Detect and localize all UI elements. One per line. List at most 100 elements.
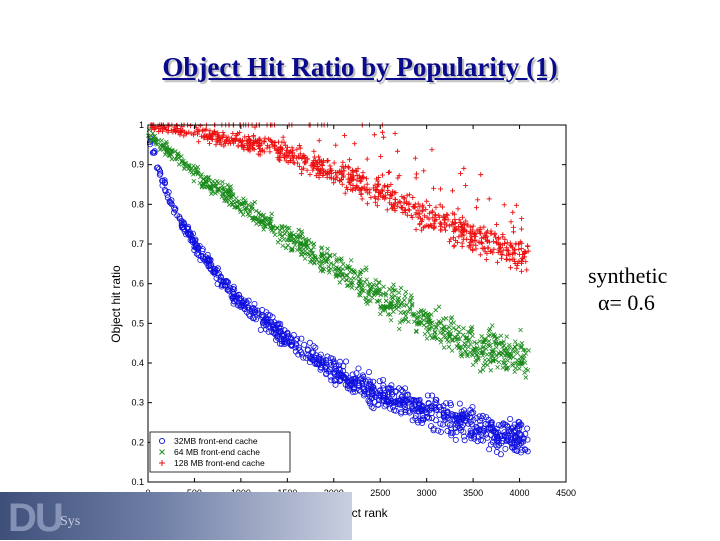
point-32mb bbox=[154, 164, 161, 171]
point-64mb bbox=[486, 328, 492, 334]
point-128mb bbox=[262, 135, 268, 141]
point-32mb bbox=[204, 256, 211, 263]
point-64mb bbox=[410, 311, 415, 317]
point-128mb bbox=[426, 216, 432, 222]
point-128mb bbox=[523, 259, 529, 265]
point-64mb bbox=[499, 352, 504, 358]
point-64mb bbox=[477, 369, 483, 374]
point-128mb bbox=[375, 189, 381, 195]
point-32mb bbox=[502, 445, 509, 452]
point-64mb bbox=[207, 186, 213, 191]
point-32mb bbox=[468, 409, 475, 416]
point-128mb bbox=[379, 187, 385, 193]
point-64mb bbox=[208, 184, 213, 190]
point-128mb bbox=[457, 220, 463, 226]
point-128mb bbox=[268, 138, 274, 144]
point-128mb bbox=[441, 213, 447, 219]
point-128mb bbox=[339, 181, 345, 187]
point-32mb bbox=[296, 347, 303, 354]
point-128mb bbox=[493, 239, 499, 245]
point-128mb bbox=[429, 147, 435, 153]
point-128mb bbox=[391, 202, 397, 208]
point-128mb bbox=[459, 214, 465, 220]
point-128mb bbox=[512, 261, 518, 267]
point-32mb bbox=[184, 223, 191, 230]
point-64mb bbox=[199, 184, 205, 190]
point-128mb bbox=[371, 132, 377, 138]
legend-entry: 32MB front-end cache bbox=[174, 436, 258, 446]
point-64mb bbox=[343, 273, 349, 278]
point-64mb bbox=[523, 375, 529, 380]
point-128mb bbox=[524, 267, 530, 273]
point-64mb bbox=[397, 303, 403, 308]
point-64mb bbox=[258, 222, 263, 227]
point-32mb bbox=[371, 398, 378, 405]
point-128mb bbox=[368, 195, 374, 201]
point-128mb bbox=[360, 174, 366, 180]
point-128mb bbox=[513, 241, 519, 247]
point-128mb bbox=[487, 249, 493, 255]
point-128mb bbox=[443, 222, 449, 228]
point-32mb bbox=[320, 359, 327, 366]
point-32mb bbox=[488, 420, 495, 427]
point-128mb bbox=[221, 132, 227, 138]
point-128mb bbox=[298, 171, 304, 177]
point-128mb bbox=[165, 127, 171, 133]
point-64mb bbox=[392, 293, 398, 299]
point-64mb bbox=[206, 175, 211, 181]
point-32mb bbox=[501, 432, 508, 439]
point-128mb bbox=[415, 201, 421, 207]
point-32mb bbox=[288, 335, 295, 342]
point-128mb bbox=[221, 143, 227, 149]
point-64mb bbox=[513, 365, 518, 371]
point-32mb bbox=[387, 385, 394, 392]
point-64mb bbox=[209, 181, 215, 187]
point-64mb bbox=[479, 334, 484, 339]
point-32mb bbox=[243, 308, 250, 315]
point-64mb bbox=[283, 245, 289, 251]
point-32mb bbox=[295, 344, 302, 351]
point-64mb bbox=[164, 145, 170, 151]
point-128mb bbox=[410, 204, 416, 210]
y-tick-label: 0.4 bbox=[131, 358, 144, 368]
point-128mb bbox=[419, 227, 425, 233]
point-64mb bbox=[467, 337, 472, 342]
point-64mb bbox=[227, 185, 232, 190]
point-64mb bbox=[428, 321, 433, 326]
point-128mb bbox=[206, 131, 212, 137]
point-64mb bbox=[210, 178, 216, 184]
point-32mb bbox=[396, 385, 403, 392]
point-128mb bbox=[389, 205, 395, 211]
point-32mb bbox=[257, 326, 264, 333]
point-64mb bbox=[365, 298, 371, 303]
point-64mb bbox=[300, 250, 306, 255]
point-32mb bbox=[270, 330, 277, 337]
point-128mb bbox=[191, 132, 197, 138]
data-points bbox=[145, 122, 531, 458]
point-128mb bbox=[375, 181, 381, 187]
y-axis-label: Object hit ratio bbox=[109, 265, 123, 343]
point-64mb bbox=[401, 310, 406, 316]
point-128mb bbox=[264, 145, 270, 151]
point-64mb bbox=[389, 300, 394, 305]
point-128mb bbox=[494, 259, 500, 265]
point-32mb bbox=[211, 265, 218, 272]
point-128mb bbox=[438, 220, 444, 226]
point-32mb bbox=[462, 411, 469, 418]
point-64mb bbox=[401, 297, 407, 303]
point-128mb bbox=[350, 187, 356, 193]
point-64mb bbox=[345, 273, 350, 278]
point-64mb bbox=[296, 227, 301, 233]
point-128mb bbox=[490, 238, 496, 244]
point-64mb bbox=[190, 172, 196, 177]
point-128mb bbox=[327, 174, 333, 180]
point-128mb bbox=[431, 225, 437, 231]
point-128mb bbox=[513, 202, 519, 208]
point-64mb bbox=[446, 325, 452, 330]
point-64mb bbox=[405, 309, 411, 315]
point-32mb bbox=[376, 378, 383, 385]
point-128mb bbox=[166, 123, 172, 129]
point-128mb bbox=[392, 200, 398, 206]
point-64mb bbox=[170, 148, 175, 154]
point-64mb bbox=[357, 271, 363, 277]
